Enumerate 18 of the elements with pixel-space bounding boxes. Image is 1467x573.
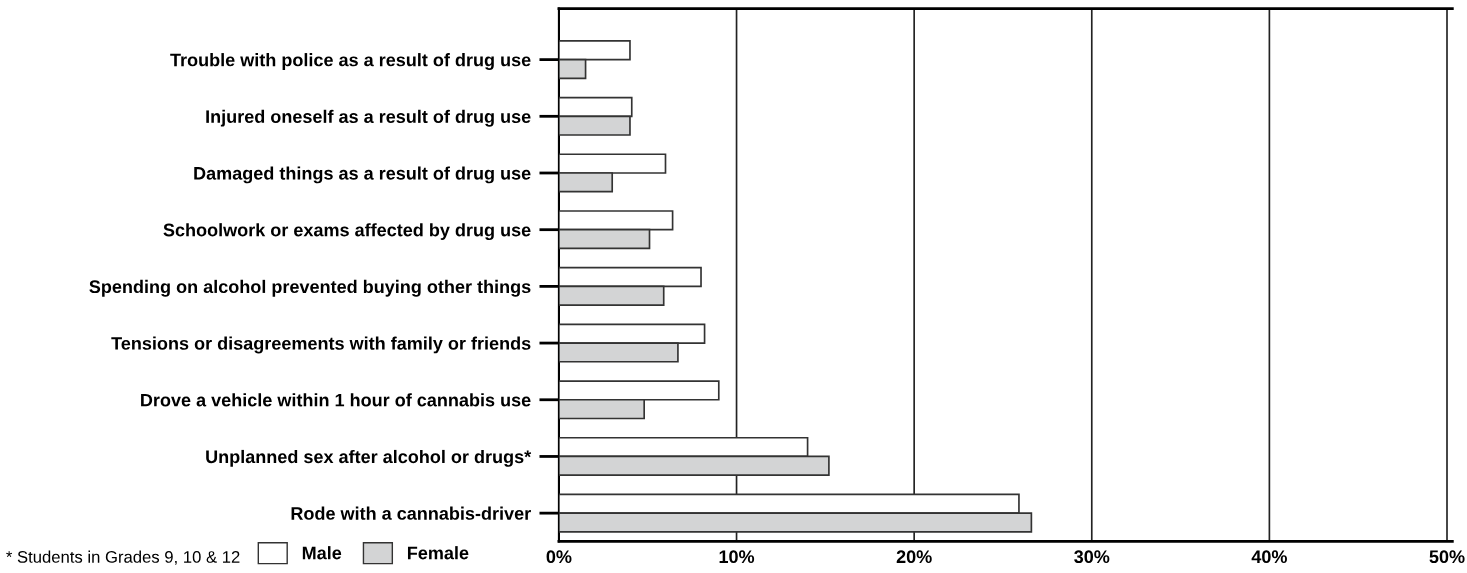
x-tick-label: 10% — [719, 550, 755, 564]
y-tick-label: Damaged things as a result of drug use — [194, 166, 531, 184]
y-tick-label: Drove a vehicle within 1 hour of cannabis use — [141, 393, 531, 407]
x-tick-label: 30% — [1074, 550, 1110, 564]
y-tick-label: Unplanned sex after alcohol or drugs* — [206, 449, 532, 467]
legend-label: Male — [302, 546, 342, 560]
y-tick-label: Rode with a cannabis-driver — [291, 506, 531, 520]
legend-label: Female — [407, 546, 469, 560]
y-tick-label: Schoolwork or exams affected by drug use — [163, 223, 531, 241]
y-tick-label: Injured oneself as a result of drug use — [206, 109, 531, 127]
x-tick-label: 40% — [1251, 550, 1287, 564]
x-tick-label: 0% — [546, 550, 572, 564]
text: * Students in Grades 9, 10 & 12 — [6, 550, 240, 565]
x-tick-label: 20% — [896, 550, 932, 564]
y-tick-label: Trouble with police as a result of drug use — [170, 53, 531, 70]
y-tick-label: Spending on alcohol prevented buying other things — [89, 279, 531, 297]
y-tick-label: Tensions or disagreements with family or friends — [111, 336, 531, 354]
x-tick-label: 50% — [1429, 550, 1465, 564]
